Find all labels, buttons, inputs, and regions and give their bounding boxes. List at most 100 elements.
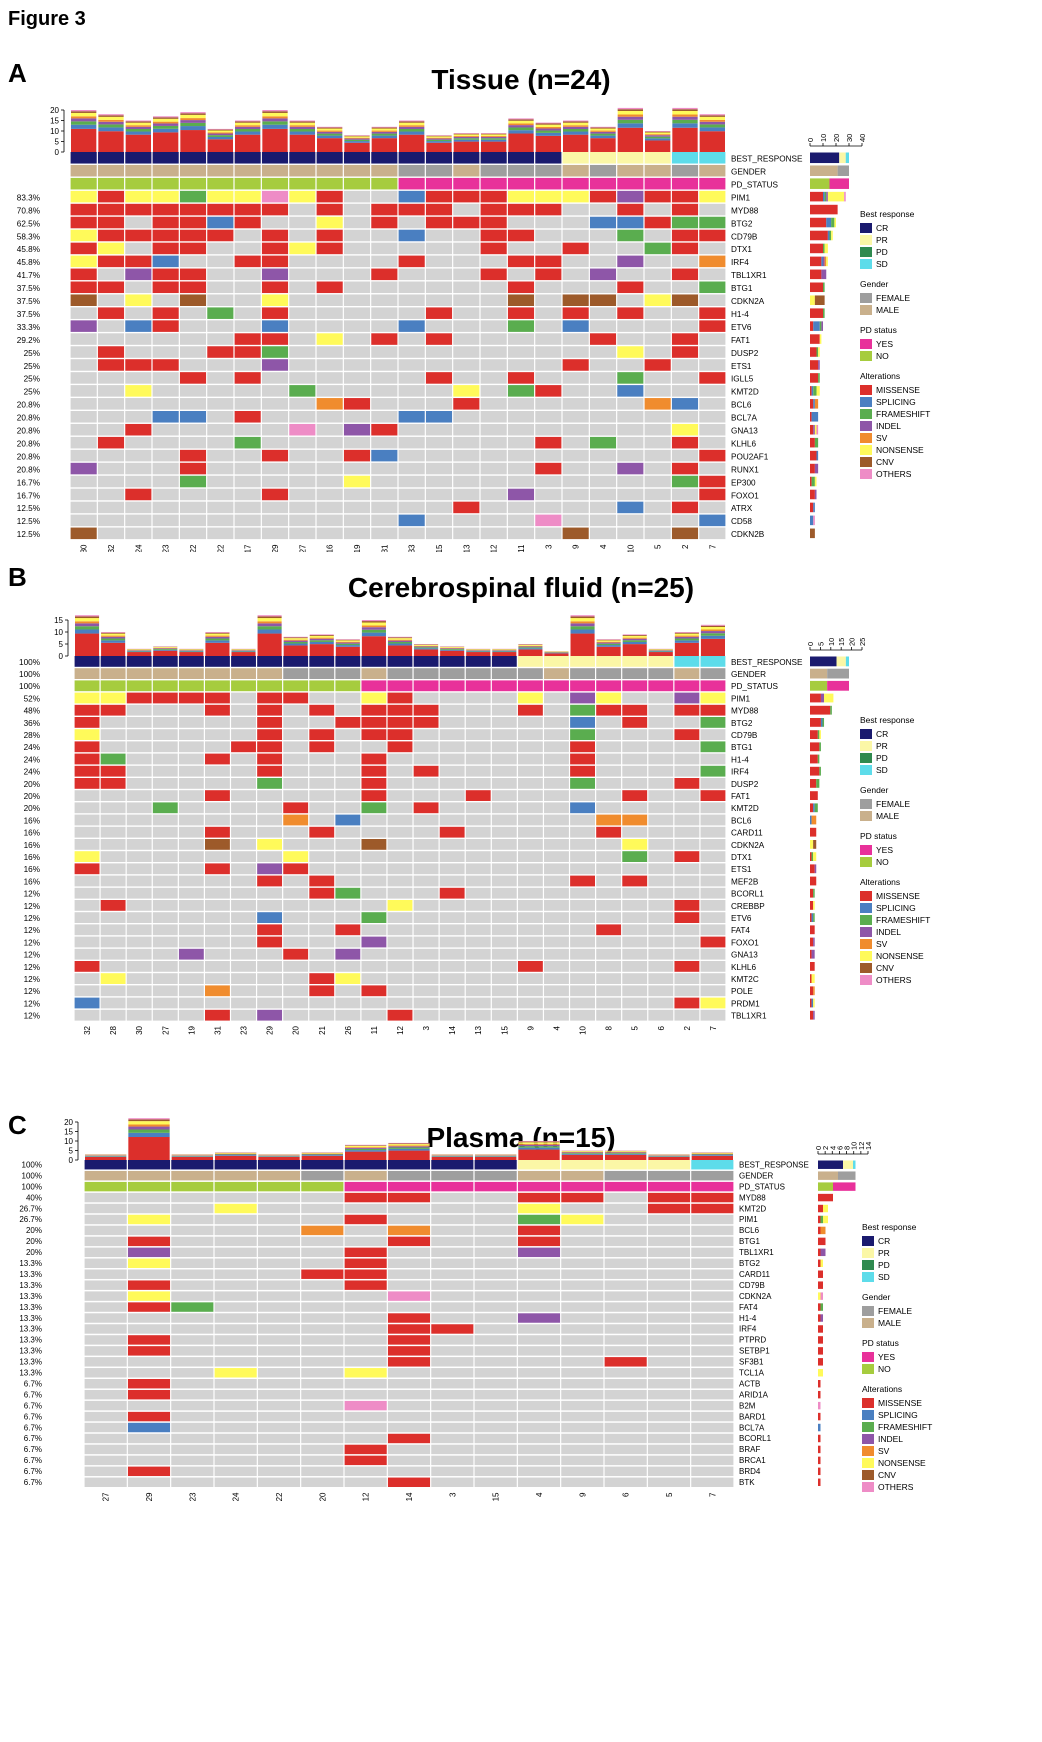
annotation-cell xyxy=(126,668,152,679)
mutation-cell xyxy=(100,936,126,948)
mutation-cell xyxy=(309,814,335,826)
mutation-cell xyxy=(84,1203,127,1214)
side-bar-segment xyxy=(810,528,815,539)
mutation-cell xyxy=(125,462,152,475)
mutation-cell xyxy=(691,1302,734,1312)
burden-bar-segment xyxy=(414,648,439,650)
side-bar-segment xyxy=(826,217,832,228)
burden-bar-segment xyxy=(207,129,233,131)
mutation-cell xyxy=(344,1280,387,1290)
sample-label: 30 xyxy=(80,544,89,552)
mutation-cell xyxy=(261,436,289,449)
mutation-cell xyxy=(301,1225,344,1236)
annotation-cell xyxy=(617,177,644,190)
mutation-cell xyxy=(371,242,398,255)
mutation-cell xyxy=(178,814,204,826)
sample-label: 19 xyxy=(353,544,362,552)
mutation-cell xyxy=(507,268,535,281)
annotation-cell xyxy=(570,668,595,679)
legend-swatch xyxy=(862,1236,874,1246)
mutation-cell xyxy=(453,462,480,475)
mutation-cell xyxy=(171,1455,214,1466)
mutation-cell xyxy=(214,1335,257,1345)
burden-bar-segment xyxy=(399,120,425,122)
mutation-cell xyxy=(647,1368,691,1378)
gene-frequency-label: 26.7% xyxy=(19,1204,42,1213)
mutation-cell xyxy=(570,741,595,753)
burden-bar-segment xyxy=(481,133,507,135)
mutation-cell xyxy=(344,1400,387,1411)
annotation-label: PD_STATUS xyxy=(731,180,779,189)
mutation-cell xyxy=(234,411,261,423)
burden-bar-segment xyxy=(207,133,233,136)
burden-bar-segment xyxy=(399,134,425,152)
mutation-cell xyxy=(700,765,726,777)
side-bar-segment xyxy=(824,191,827,202)
mutation-cell xyxy=(152,281,179,294)
mutation-cell xyxy=(398,462,425,475)
mutation-cell xyxy=(74,961,100,972)
mutation-cell xyxy=(387,741,413,753)
burden-bar-segment xyxy=(153,117,179,119)
burden-bar-segment xyxy=(317,138,343,152)
mutation-cell xyxy=(439,790,465,801)
burden-bar-segment xyxy=(153,123,179,126)
mutation-cell xyxy=(179,242,207,255)
burden-bar-segment xyxy=(648,650,673,651)
burden-bar-segment xyxy=(492,649,517,650)
annotation-cell xyxy=(387,656,413,667)
mutation-cell xyxy=(671,346,699,358)
mutation-cell xyxy=(596,692,622,704)
mutation-cell xyxy=(491,997,517,1009)
burden-bar-segment xyxy=(518,1143,560,1145)
mutation-cell xyxy=(474,1258,517,1268)
burden-bar-segment xyxy=(648,1156,690,1157)
sample-label: 26 xyxy=(344,1025,353,1034)
mutation-cell xyxy=(691,1379,734,1389)
mutation-cell xyxy=(425,190,453,203)
legend-title: Alterations xyxy=(860,371,900,381)
mutation-cell xyxy=(700,802,726,814)
burden-bar-segment xyxy=(128,1119,170,1122)
mutation-cell xyxy=(480,385,507,397)
mutation-cell xyxy=(231,875,256,887)
mutation-cell xyxy=(309,839,335,850)
mutation-cell xyxy=(257,1203,301,1214)
mutation-cell xyxy=(561,1368,604,1378)
burden-bar-segment xyxy=(508,123,534,126)
mutation-cell xyxy=(309,729,335,740)
side-bar-segment xyxy=(839,152,846,164)
mutation-cell xyxy=(671,268,699,281)
mutation-cell xyxy=(257,1214,301,1225)
burden-bar-segment xyxy=(125,120,151,122)
mutation-cell xyxy=(84,1466,127,1477)
mutation-cell xyxy=(289,385,316,397)
burden-bar-segment xyxy=(388,1148,430,1151)
mutation-cell xyxy=(561,1302,604,1312)
mutation-cell xyxy=(231,1009,256,1021)
mutation-cell xyxy=(371,268,398,281)
burden-bar-segment xyxy=(563,129,589,132)
mutation-cell xyxy=(596,1009,622,1021)
gene-frequency-label: 12% xyxy=(24,999,40,1008)
mutation-cell xyxy=(309,924,335,936)
mutation-cell xyxy=(604,1411,647,1422)
burden-bar-segment xyxy=(179,651,204,653)
burden-bar-segment xyxy=(289,131,315,135)
mutation-cell xyxy=(207,333,234,345)
burden-bar-segment xyxy=(128,1126,170,1130)
mutation-cell xyxy=(517,1302,561,1312)
mutation-cell xyxy=(617,346,644,358)
mutation-cell xyxy=(700,717,726,728)
burden-bar-segment xyxy=(672,116,698,120)
mutation-cell xyxy=(398,268,425,281)
gene-frequency-label: 20% xyxy=(26,1237,42,1246)
burden-bar-segment xyxy=(700,629,725,632)
mutation-cell xyxy=(517,790,543,801)
mutation-cell xyxy=(535,449,562,462)
burden-bar-segment xyxy=(700,626,725,630)
mutation-cell xyxy=(431,1455,474,1466)
annotation-cell xyxy=(214,1181,257,1192)
side-bar-segment xyxy=(813,386,817,396)
